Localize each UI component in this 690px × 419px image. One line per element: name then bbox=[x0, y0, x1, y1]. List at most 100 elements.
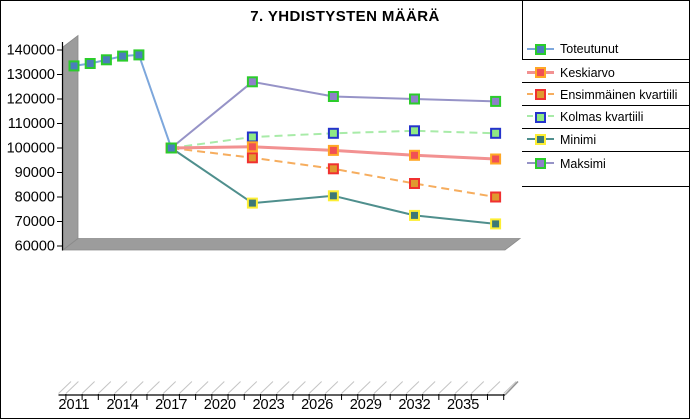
series-marker-maksimi bbox=[246, 76, 258, 88]
x-axis-depth-hatch bbox=[406, 381, 420, 394]
x-axis-label: 2020 bbox=[204, 397, 236, 413]
x-axis-depth-hatch bbox=[487, 381, 501, 394]
legend-swatch bbox=[535, 111, 546, 123]
series-marker-kolmas-kvartiili bbox=[490, 127, 502, 139]
x-axis-label: 2023 bbox=[252, 397, 284, 413]
legend-item-label: Maksimi bbox=[560, 156, 606, 171]
wall-floor bbox=[61, 238, 522, 251]
series-marker-kolmas-kvartiili bbox=[327, 127, 339, 139]
series-marker-minimi bbox=[409, 209, 420, 221]
chart-title: 7. YHDISTYSTEN MÄÄRÄ bbox=[250, 8, 440, 25]
legend-marker-kolmas-kvartiili bbox=[527, 111, 554, 124]
y-axis-label: 90000 bbox=[15, 165, 55, 181]
series-marker-toteutunut bbox=[117, 50, 129, 62]
legend-separator bbox=[522, 151, 689, 152]
x-axis-depth-hatch bbox=[438, 381, 452, 394]
legend-swatch bbox=[535, 134, 546, 145]
x-axis-depth-hatch bbox=[146, 381, 160, 394]
series-marker-toteutunut bbox=[68, 60, 80, 72]
series-marker-minimi bbox=[490, 218, 502, 230]
series-marker-toteutunut bbox=[165, 142, 177, 154]
legend-item-ensimm-inen-kvartiili: Ensimmäinen kvartiili bbox=[527, 84, 677, 106]
legend-item-label: Kolmas kvartiili bbox=[560, 110, 644, 124]
legend-item-minimi: Minimi bbox=[527, 129, 596, 151]
legend-swatch bbox=[535, 67, 546, 78]
legend-separator bbox=[522, 59, 689, 60]
series-marker-toteutunut bbox=[133, 49, 145, 61]
series-marker-minimi bbox=[246, 197, 258, 209]
x-axis-depth-hatch bbox=[65, 381, 79, 394]
legend-swatch bbox=[535, 158, 546, 169]
series-marker-ensimm-inen-kvartiili bbox=[409, 178, 420, 189]
legend-separator bbox=[522, 82, 689, 83]
legend-separator bbox=[522, 128, 689, 129]
x-axis-depth-hatch bbox=[292, 381, 306, 394]
legend-marker-minimi bbox=[527, 133, 554, 146]
series-marker-keskiarvo bbox=[246, 141, 258, 153]
legend-marker-keskiarvo bbox=[527, 66, 554, 79]
x-axis-label: 2035 bbox=[447, 397, 479, 413]
series-line-minimi bbox=[170, 147, 496, 225]
series-marker-maksimi bbox=[490, 95, 502, 107]
y-axis-label: 60000 bbox=[15, 239, 55, 255]
series-marker-keskiarvo bbox=[490, 153, 502, 165]
y-axis-label: 120000 bbox=[7, 92, 55, 108]
series-marker-minimi bbox=[327, 190, 339, 202]
x-axis-depth-hatch bbox=[211, 381, 225, 394]
legend-item-kolmas-kvartiili: Kolmas kvartiili bbox=[527, 106, 643, 128]
y-axis-label: 100000 bbox=[7, 141, 55, 157]
x-axis-depth-hatch bbox=[276, 381, 290, 394]
legend-item-label: Ensimmäinen kvartiili bbox=[560, 87, 678, 102]
x-axis-depth-hatch bbox=[81, 381, 95, 394]
x-axis-depth-hatch bbox=[243, 381, 258, 394]
x-axis-depth-hatch bbox=[162, 381, 177, 394]
x-axis-depth-hatch bbox=[503, 381, 517, 394]
x-axis-label: 2032 bbox=[398, 397, 430, 413]
x-axis-depth-hatch bbox=[357, 381, 371, 394]
legend-marker-maksimi bbox=[527, 157, 554, 170]
series-marker-kolmas-kvartiili bbox=[246, 131, 258, 143]
legend-item-label: Toteutunut bbox=[560, 42, 619, 56]
x-axis-depth-hatch bbox=[454, 381, 468, 394]
x-axis-depth-hatch bbox=[130, 381, 144, 394]
series-marker-ensimm-inen-kvartiili bbox=[490, 191, 502, 203]
x-axis-label: 2011 bbox=[58, 397, 89, 413]
x-axis-depth-hatch bbox=[195, 381, 209, 394]
x-axis-depth-hatch bbox=[373, 381, 387, 394]
legend-separator bbox=[522, 186, 689, 187]
y-axis-label: 80000 bbox=[15, 190, 55, 206]
x-axis-label: 2026 bbox=[301, 397, 333, 413]
x-axis-depth-hatch bbox=[114, 381, 128, 394]
series-marker-toteutunut bbox=[84, 58, 96, 69]
x-axis-label: 2017 bbox=[155, 397, 187, 413]
legend-swatch bbox=[535, 43, 546, 55]
series-marker-ensimm-inen-kvartiili bbox=[246, 152, 258, 164]
series-marker-maksimi bbox=[327, 91, 339, 102]
x-axis-depth-hatch bbox=[179, 381, 193, 394]
x-axis-depth-hatch bbox=[58, 381, 72, 394]
x-axis-depth-hatch bbox=[227, 381, 241, 394]
series-marker-toteutunut bbox=[100, 54, 112, 66]
legend-item-keskiarvo: Keskiarvo bbox=[527, 62, 615, 84]
x-axis-depth-hatch bbox=[97, 381, 112, 394]
series-marker-kolmas-kvartiili bbox=[409, 125, 420, 137]
y-axis-label: 130000 bbox=[7, 67, 55, 83]
x-axis-depth-hatch bbox=[324, 381, 339, 394]
x-axis-depth-hatch bbox=[470, 381, 485, 394]
x-axis-depth-hatch bbox=[389, 381, 404, 394]
legend-item-label: Keskiarvo bbox=[560, 65, 615, 80]
legend-item-label: Minimi bbox=[560, 132, 597, 147]
y-axis-label: 110000 bbox=[8, 116, 55, 132]
series-marker-keskiarvo bbox=[409, 149, 420, 161]
series-marker-ensimm-inen-kvartiili bbox=[327, 163, 339, 175]
x-axis-label: 2014 bbox=[107, 397, 139, 413]
y-axis-label: 70000 bbox=[15, 214, 55, 230]
x-axis-depth-edge bbox=[504, 380, 519, 396]
series-marker-maksimi bbox=[409, 93, 420, 105]
legend-marker-toteutunut bbox=[527, 43, 554, 56]
legend-marker-ensimm-inen-kvartiili bbox=[527, 88, 554, 101]
x-axis-depth-hatch bbox=[422, 381, 436, 394]
x-axis-depth-hatch bbox=[341, 381, 355, 394]
